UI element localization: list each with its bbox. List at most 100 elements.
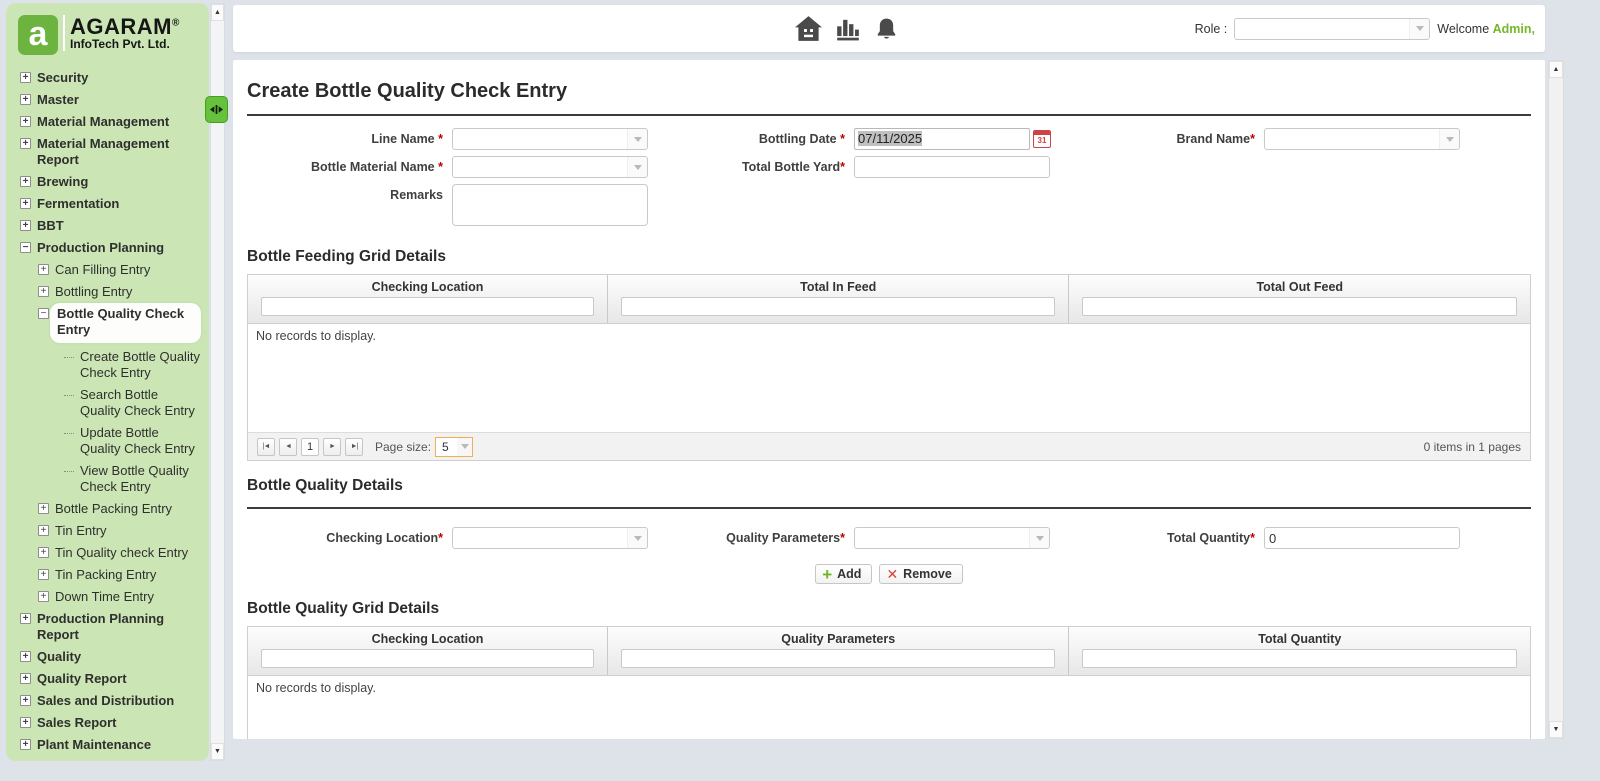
- column-filter-input[interactable]: [1082, 649, 1518, 668]
- sidebar-item[interactable]: + Down Time Entry: [6, 586, 205, 608]
- plus-icon[interactable]: +: [20, 673, 31, 684]
- sidebar-item[interactable]: + Brewing: [6, 171, 205, 193]
- checking-location-select[interactable]: [452, 527, 648, 549]
- remarks-textarea[interactable]: [452, 184, 648, 226]
- sidebar-item[interactable]: + Tin Entry: [6, 520, 205, 542]
- sidebar-item[interactable]: + Sales Report: [6, 712, 205, 734]
- sidebar-item[interactable]: + Material Management: [6, 111, 205, 133]
- plus-icon[interactable]: +: [20, 72, 31, 83]
- column-filter-input[interactable]: [261, 649, 594, 668]
- page-size-select[interactable]: 5: [435, 436, 474, 457]
- remove-button[interactable]: ✕ Remove: [879, 564, 963, 584]
- brand-name-select[interactable]: [1264, 128, 1460, 150]
- plus-icon[interactable]: +: [38, 503, 49, 514]
- chart-icon[interactable]: [835, 16, 861, 41]
- minus-icon[interactable]: −: [20, 242, 31, 253]
- pager-next-button[interactable]: ►: [323, 437, 341, 456]
- bottle-material-name-select[interactable]: [452, 156, 648, 178]
- line-name-select[interactable]: [452, 128, 648, 150]
- column-header[interactable]: Quality Parameters: [781, 632, 896, 646]
- plus-icon[interactable]: +: [38, 525, 49, 536]
- pager-last-button[interactable]: ►|: [345, 437, 363, 456]
- pager-page-button[interactable]: 1: [301, 437, 319, 456]
- content-scrollbar[interactable]: ▲ ▼: [1548, 60, 1564, 739]
- plus-icon[interactable]: +: [20, 220, 31, 231]
- column-header[interactable]: Checking Location: [371, 280, 484, 294]
- scroll-up-icon[interactable]: ▲: [1549, 61, 1563, 78]
- plus-icon[interactable]: +: [20, 651, 31, 662]
- plus-icon[interactable]: +: [20, 695, 31, 706]
- chevron-down-icon[interactable]: [1409, 18, 1430, 39]
- plus-icon[interactable]: +: [20, 613, 31, 624]
- sidebar-item-label: Tin Quality check Entry: [55, 545, 189, 560]
- sidebar-item[interactable]: + Security: [6, 67, 205, 89]
- sidebar-item[interactable]: + Quality: [6, 646, 205, 668]
- scroll-up-icon[interactable]: ▲: [211, 4, 224, 21]
- column-filter-input[interactable]: [620, 297, 1056, 316]
- sidebar-item[interactable]: + Bottle Packing Entry: [6, 498, 205, 520]
- sidebar-item[interactable]: + Fermentation: [6, 193, 205, 215]
- chevron-down-icon[interactable]: [627, 129, 647, 149]
- chevron-down-icon[interactable]: [457, 437, 473, 456]
- sidebar-item[interactable]: − Production Planning: [6, 237, 205, 259]
- plus-icon[interactable]: +: [20, 138, 31, 149]
- bell-icon[interactable]: [874, 16, 899, 42]
- sidebar-item[interactable]: Create Bottle Quality Check Entry: [6, 346, 205, 384]
- plus-icon[interactable]: +: [20, 717, 31, 728]
- pager-first-button[interactable]: |◄: [257, 437, 275, 456]
- total-bottle-yard-input[interactable]: [854, 156, 1050, 178]
- pager-prev-button[interactable]: ◄: [279, 437, 297, 456]
- sidebar-item-label: Bottle Packing Entry: [55, 501, 173, 516]
- column-filter-input[interactable]: [620, 649, 1056, 668]
- home-icon[interactable]: [795, 16, 822, 41]
- quality-grid: Checking Location Quality Parameters Total…: [247, 626, 1531, 739]
- plus-icon[interactable]: +: [20, 116, 31, 127]
- sidebar-item[interactable]: + Plant Maintenance: [6, 734, 205, 756]
- plus-icon[interactable]: +: [38, 569, 49, 580]
- sidebar-item-label: Production Planning: [37, 240, 165, 255]
- column-header[interactable]: Checking Location: [371, 632, 484, 646]
- plus-icon[interactable]: +: [38, 286, 49, 297]
- total-quantity-input[interactable]: [1264, 527, 1460, 549]
- sidebar-item[interactable]: + Material Management Report: [6, 133, 205, 171]
- role-select[interactable]: [1234, 17, 1431, 40]
- column-filter-input[interactable]: [261, 297, 594, 316]
- chevron-down-icon[interactable]: [627, 528, 647, 548]
- plus-icon[interactable]: +: [20, 198, 31, 209]
- sidebar-collapse-handle[interactable]: [205, 96, 228, 123]
- sidebar-item[interactable]: + Tin Packing Entry: [6, 564, 205, 586]
- plus-icon[interactable]: +: [38, 547, 49, 558]
- sidebar-item[interactable]: Search Bottle Quality Check Entry: [6, 384, 205, 422]
- column-header[interactable]: Total Quantity: [1258, 632, 1342, 646]
- minus-icon[interactable]: −: [38, 308, 49, 319]
- quality-parameters-select[interactable]: [854, 527, 1050, 549]
- sidebar-item[interactable]: + Quality Report: [6, 668, 205, 690]
- plus-icon[interactable]: +: [38, 591, 49, 602]
- sidebar-item[interactable]: + Production Planning Report: [6, 608, 205, 646]
- plus-icon[interactable]: +: [38, 264, 49, 275]
- plus-icon[interactable]: +: [20, 176, 31, 187]
- chevron-down-icon[interactable]: [627, 157, 647, 177]
- column-header[interactable]: Total Out Feed: [1256, 280, 1344, 294]
- sidebar-item[interactable]: Update Bottle Quality Check Entry: [6, 422, 205, 460]
- sidebar-item[interactable]: + Bottling Entry: [6, 281, 205, 303]
- scroll-down-icon[interactable]: ▼: [211, 743, 224, 760]
- chevron-down-icon[interactable]: [1439, 129, 1459, 149]
- plus-icon[interactable]: +: [20, 94, 31, 105]
- column-filter-input[interactable]: [1082, 297, 1518, 316]
- sidebar-item[interactable]: + Tin Quality check Entry: [6, 542, 205, 564]
- column-header[interactable]: Total In Feed: [800, 280, 877, 294]
- sidebar-item[interactable]: + Can Filling Entry: [6, 259, 205, 281]
- bottling-date-input[interactable]: 07/11/2025: [854, 128, 1030, 150]
- sidebar-item[interactable]: + Sales and Distribution: [6, 690, 205, 712]
- sidebar-item[interactable]: − Bottle Quality Check Entry: [6, 303, 205, 346]
- sidebar-item[interactable]: + Master: [6, 89, 205, 111]
- chevron-down-icon[interactable]: [1029, 528, 1049, 548]
- sidebar-item[interactable]: View Bottle Quality Check Entry: [6, 460, 205, 498]
- sidebar-scrollbar[interactable]: ▲ ▼: [210, 3, 225, 761]
- sidebar-item[interactable]: + BBT: [6, 215, 205, 237]
- add-button[interactable]: + Add: [815, 564, 873, 584]
- plus-icon[interactable]: +: [20, 739, 31, 750]
- calendar-icon[interactable]: 31: [1033, 130, 1051, 148]
- scroll-down-icon[interactable]: ▼: [1549, 721, 1563, 738]
